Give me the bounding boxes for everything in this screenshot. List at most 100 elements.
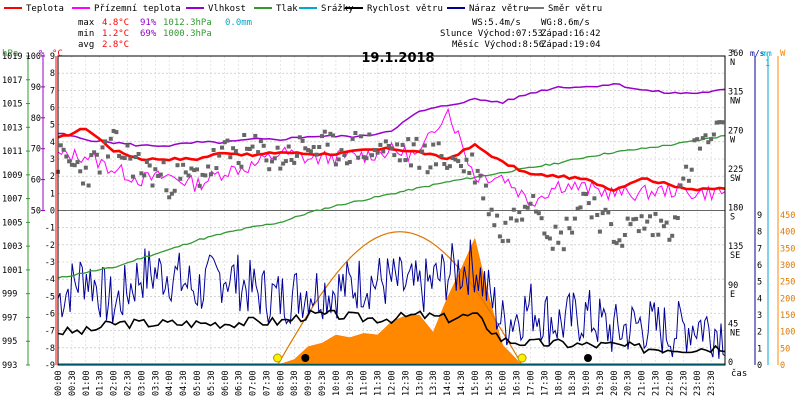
direction-point (270, 159, 274, 164)
axis-ms-tick: 3 (757, 311, 762, 321)
direction-point (178, 176, 183, 181)
direction-point (147, 163, 152, 168)
direction-point (556, 240, 561, 245)
axis-time-tick: 19:00 (582, 370, 592, 396)
direction-point (217, 153, 222, 158)
direction-point (667, 237, 672, 242)
direction-point (158, 172, 163, 177)
direction-point (428, 165, 433, 170)
axis-ms-tick: 5 (757, 278, 762, 288)
axis-ms-tick: 4 (757, 294, 762, 304)
axis-time-tick: 06:00 (221, 370, 231, 396)
direction-point (378, 142, 383, 147)
direction-point (133, 155, 138, 159)
axis-time-tick: 10:00 (332, 370, 342, 396)
direction-point (509, 216, 513, 221)
direction-point (439, 154, 444, 159)
direction-point (303, 146, 308, 151)
axis-hpa-tick: 1003 (2, 242, 22, 252)
direction-point (614, 241, 619, 246)
axis-hpa-tick: 1005 (2, 218, 22, 228)
direction-point (684, 164, 689, 169)
direction-point (169, 191, 174, 196)
direction-point (403, 158, 408, 163)
chart-title: 19.1.2018 (361, 51, 434, 66)
axis-time-tick: 15:00 (471, 370, 481, 396)
direction-point (295, 153, 299, 158)
axis-time-tick: 00:00 (54, 370, 64, 396)
axis-time-tick: 21:30 (652, 370, 662, 396)
axis-hpa-tick: 1019 (2, 52, 22, 62)
axis-dir-tick: 45 (728, 319, 738, 329)
direction-point (411, 142, 416, 147)
direction-point (645, 219, 650, 224)
direction-point (459, 164, 463, 168)
direction-point (436, 141, 441, 146)
axis-pct-tick: 60 (31, 176, 41, 186)
axis-time-tick: 11:30 (374, 370, 384, 396)
axis-time-tick: 10:30 (346, 370, 356, 396)
direction-point (275, 145, 280, 150)
direction-point (308, 149, 313, 154)
series-wind (57, 309, 726, 355)
axis-dir-compass: NW (730, 97, 741, 107)
direction-point (481, 196, 486, 201)
axis-time-tick: 04:00 (165, 370, 175, 396)
direction-point (333, 162, 338, 167)
direction-point (128, 156, 133, 161)
direction-point (125, 143, 130, 148)
series-humidity (58, 83, 726, 148)
direction-point (670, 233, 675, 238)
direction-point (236, 161, 241, 165)
direction-point (372, 148, 377, 152)
direction-point (383, 139, 388, 144)
axis-celsius-tick: 7 (50, 86, 55, 96)
direction-point (534, 209, 538, 214)
info-moon-set: Západ:19:04 (541, 40, 601, 50)
axis-dir-compass: SE (730, 251, 740, 261)
sunrise-marker (273, 353, 283, 363)
axis-time-tick: 23:30 (707, 370, 717, 396)
direction-point (203, 173, 208, 178)
direction-point (381, 149, 386, 154)
direction-point (320, 134, 324, 139)
axis-time-tick: 08:30 (290, 370, 300, 396)
axis-time-tick: 23:00 (693, 370, 703, 396)
direction-point (186, 173, 191, 178)
axis-hpa-unit: hPa (2, 49, 18, 59)
axis-ms-tick: 7 (757, 244, 762, 254)
direction-point (453, 157, 458, 162)
direction-point (122, 156, 127, 161)
direction-point (67, 159, 72, 164)
direction-point (250, 144, 255, 149)
axis-celsius-tick: -7 (45, 327, 55, 337)
axis-hpa-tick: 1011 (2, 147, 22, 157)
direction-point (586, 201, 591, 206)
axis-time-tick: 16:00 (499, 370, 509, 396)
direction-point (484, 183, 488, 188)
direction-point (409, 163, 413, 168)
direction-point (678, 183, 683, 188)
direction-point (609, 222, 614, 227)
direction-point (628, 222, 633, 227)
direction-point (698, 146, 702, 151)
direction-point (78, 169, 83, 174)
direction-point (103, 139, 108, 144)
direction-point (717, 120, 722, 125)
axis-celsius-tick: -8 (45, 344, 55, 354)
direction-point (431, 142, 436, 147)
direction-point (503, 220, 508, 225)
sunset-marker (517, 353, 527, 363)
direction-point (681, 176, 686, 181)
axis-dir-tick: 135 (728, 242, 743, 252)
axis-celsius-tick: -2 (45, 241, 55, 251)
direction-point (161, 160, 166, 165)
direction-point (478, 173, 483, 178)
direction-point (578, 205, 583, 210)
plot-frame-top (57, 55, 726, 366)
series-gust (57, 239, 726, 359)
stat-max-rain: 0.0mm (225, 18, 252, 28)
info-sun-set: Západ:16:42 (541, 29, 601, 39)
axis-time-tick: 14:00 (443, 370, 453, 396)
axis-dir-tick: 225 (728, 165, 743, 175)
